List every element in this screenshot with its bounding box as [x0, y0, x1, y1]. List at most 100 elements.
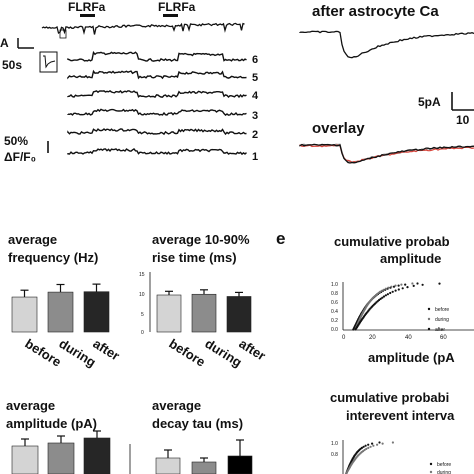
- cdf2-during-point: [376, 443, 379, 446]
- cdf1-before-point: [404, 283, 407, 286]
- amp-bar-after: [83, 437, 111, 474]
- bar-chart-frequency: average frequency (Hz) before during aft…: [8, 232, 122, 370]
- cdf1-after-point: [389, 291, 392, 295]
- cdf1-ytick-5: 0.2: [331, 318, 338, 324]
- ca-trace-4: [67, 90, 247, 99]
- stim-label-1: FLRFa: [68, 0, 106, 14]
- scale-time-label-right: 10: [456, 113, 470, 127]
- stim-bar-1: [80, 14, 95, 17]
- tau-title-1: average: [152, 398, 201, 413]
- cdf1-after-point: [438, 282, 441, 285]
- ca-trace-2: [67, 128, 247, 136]
- trace-label-4: 4: [252, 90, 259, 102]
- tau-bar-before: [155, 457, 181, 474]
- inset-event-box: [39, 51, 58, 73]
- freq-title-2: frequency (Hz): [8, 250, 98, 265]
- cdf1-legend-after: after: [435, 327, 445, 333]
- freq-bar-before: [11, 296, 38, 333]
- freq-bar-after: [83, 291, 110, 333]
- cdf1-during-point: [390, 285, 393, 288]
- cdf1-xtick-60: 60: [440, 335, 447, 341]
- cdf1-during-point: [380, 289, 383, 292]
- cdf1-curves: [352, 282, 441, 331]
- cdf1-after-point: [382, 295, 386, 298]
- cdf1-title-1: cumulative probab: [334, 234, 450, 249]
- membrane-trace: [41, 22, 245, 35]
- cdf1-title-2: amplitude: [380, 251, 441, 266]
- cdf2-ytick-2: 0.8: [331, 452, 338, 458]
- tau-bar-after: [227, 455, 253, 474]
- amp-title-2: amplitude (pA): [6, 416, 97, 431]
- tau-bar-during: [191, 461, 217, 474]
- cdf1-after-point: [379, 297, 382, 300]
- cdf1-during-point: [411, 282, 414, 285]
- cdf1-after-point: [401, 287, 404, 290]
- cdf1-during-point: [384, 287, 387, 290]
- cdf2-during-point: [365, 447, 368, 450]
- panel-d-traces: FLRFa FLRFa A 50s 6 5 4 3 2 1 50% ΔF/F₀: [0, 0, 259, 164]
- cdf2-before-point: [378, 441, 381, 444]
- cdf2-title-1: cumulative probabi: [330, 390, 449, 405]
- cdf1-xtick-20: 20: [369, 335, 376, 341]
- cdf1-xtick-0: 0: [342, 335, 346, 341]
- inset-event-trace: [43, 55, 56, 69]
- tau-bars: [155, 439, 253, 474]
- cdf1-after-point: [397, 288, 400, 291]
- cdf1-ytick-6: 0.0: [331, 327, 338, 333]
- trace-label-2: 2: [252, 129, 258, 141]
- cdf1-during-point: [382, 288, 385, 291]
- cdf1-after-point: [381, 296, 384, 299]
- stim-label-2: FLRFa: [158, 0, 196, 14]
- cdf1-legend-during: during: [435, 317, 449, 323]
- overlay-trace-after: [299, 143, 474, 164]
- cdf-interevent-chart: cumulative probabi interevent interva 1.…: [330, 390, 455, 474]
- cdf2-during-point: [367, 446, 370, 449]
- bar-chart-amplitude: average amplitude (pA): [6, 398, 111, 474]
- cdf1-during-point: [387, 286, 390, 289]
- cdf2-legend-during: during: [437, 470, 451, 474]
- scale-time-label: 50s: [2, 58, 22, 72]
- cdf2-during-point: [372, 444, 375, 447]
- amp-title-1: average: [6, 398, 55, 413]
- cdf1-after-point: [412, 284, 415, 287]
- freq-cat-before: before: [22, 336, 64, 370]
- trace-label-3: 3: [252, 110, 258, 122]
- cdf2-legend-before: before: [437, 462, 451, 468]
- freq-bars: [11, 283, 110, 333]
- cdf1-ytick-2: 0.8: [331, 291, 338, 297]
- cdf1-after-point: [384, 294, 387, 297]
- cdf1-xtick-40: 40: [405, 335, 412, 341]
- rise-bars: [156, 289, 252, 333]
- cdf-amplitude-chart: cumulative probab amplitude 1.0 0.8 0.6 …: [331, 234, 474, 365]
- cdf1-during-point: [394, 284, 397, 287]
- rise-ytick-0: 0: [141, 330, 144, 336]
- panel-e-label: e: [276, 229, 285, 248]
- cdf2-before-point: [367, 443, 370, 446]
- cdf1-after-point: [391, 290, 394, 293]
- amp-bar-before: [11, 445, 39, 474]
- rise-ytick-10: 10: [139, 292, 145, 298]
- trace-label-5: 5: [252, 72, 258, 84]
- cdf2-before-point: [362, 445, 365, 448]
- rise-bar-before: [156, 294, 182, 333]
- rise-title-1: average 10-90%: [152, 232, 250, 247]
- cdf1-legend-marker-during: [427, 317, 431, 321]
- ca-trace-5: [67, 69, 247, 80]
- after-epsc-trace: [299, 30, 474, 59]
- cdf2-during-point: [391, 441, 394, 444]
- cdf1-during-point: [378, 290, 382, 293]
- zoom-box: [59, 29, 67, 39]
- cdf2-during-point: [369, 445, 372, 448]
- cdf1-legend-marker-after: [427, 327, 431, 331]
- cdf1-xlabel: amplitude (pA: [368, 350, 455, 365]
- ca-trace-1: [67, 147, 247, 156]
- cdf1-during-point: [400, 283, 403, 286]
- freq-bar-during: [47, 291, 74, 333]
- trace-label-1: 1: [252, 151, 258, 163]
- cdf2-before-point: [360, 446, 363, 449]
- cdf1-ytick-3: 0.6: [331, 300, 338, 306]
- cdf2-legend-marker-during: [429, 470, 433, 474]
- cdf1-ytick-1: 1.0: [331, 282, 338, 288]
- calcium-traces: [67, 50, 247, 156]
